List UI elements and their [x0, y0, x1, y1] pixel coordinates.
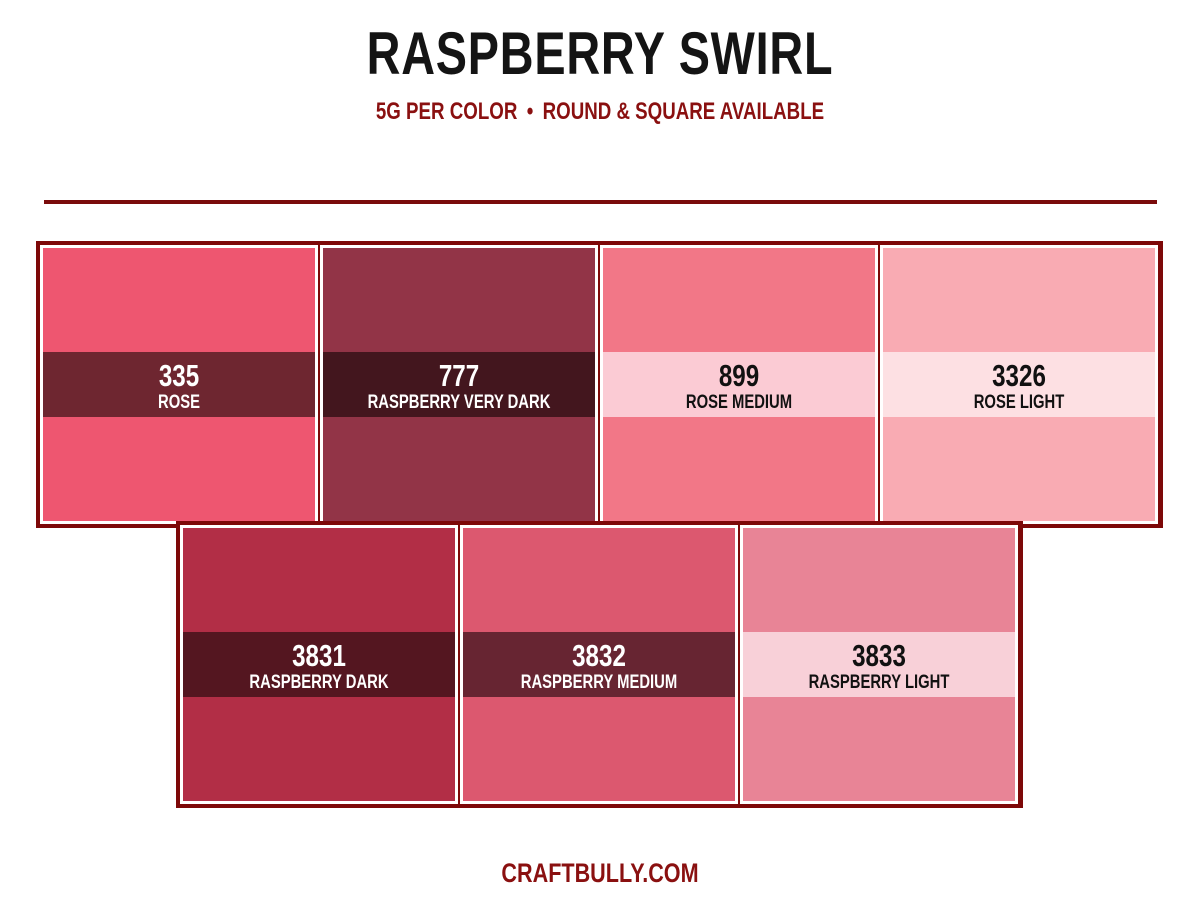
header-divider: [44, 200, 1157, 204]
swatch-code: 3833: [852, 638, 906, 673]
swatch-label-band: 899 ROSE MEDIUM: [603, 352, 875, 417]
swatch-name: RASPBERRY LIGHT: [808, 672, 950, 693]
swatch-label-band: 3326 ROSE LIGHT: [883, 352, 1155, 417]
page-subtitle: 5G PER COLOR • ROUND & SQUARE AVAILABLE: [132, 96, 1068, 128]
swatch-name: RASPBERRY DARK: [249, 672, 389, 693]
swatch-row-top: 335 ROSE 777 RASPBERRY VERY DARK 899 ROS…: [36, 241, 1163, 528]
swatch-3831: 3831 RASPBERRY DARK: [180, 525, 458, 804]
swatch-color: 335 ROSE: [43, 248, 315, 521]
swatch-label-band: 3831 RASPBERRY DARK: [183, 632, 455, 697]
swatch-3832: 3832 RASPBERRY MEDIUM: [460, 525, 738, 804]
swatch-label-band: 3832 RASPBERRY MEDIUM: [463, 632, 735, 697]
swatch-code: 3831: [292, 638, 346, 673]
swatch-label-band: 777 RASPBERRY VERY DARK: [323, 352, 595, 417]
subtitle-separator: •: [526, 98, 534, 125]
swatch-code: 899: [718, 358, 760, 393]
swatch-color: 777 RASPBERRY VERY DARK: [323, 248, 595, 521]
swatch-name: ROSE LIGHT: [973, 392, 1065, 413]
swatch-code: 777: [438, 358, 480, 393]
swatch-name: RASPBERRY MEDIUM: [520, 672, 678, 693]
swatch-code: 335: [158, 358, 200, 393]
swatch-color: 3326 ROSE LIGHT: [883, 248, 1155, 521]
swatch-335: 335 ROSE: [40, 245, 318, 524]
swatch-label-band: 3833 RASPBERRY LIGHT: [743, 632, 1015, 697]
swatch-color: 899 ROSE MEDIUM: [603, 248, 875, 521]
footer-site-link[interactable]: CRAFTBULLY.COM: [501, 858, 699, 888]
swatch-777: 777 RASPBERRY VERY DARK: [320, 245, 598, 524]
swatch-name: ROSE MEDIUM: [685, 392, 793, 413]
swatch-color: 3833 RASPBERRY LIGHT: [743, 528, 1015, 801]
swatch-code: 3832: [572, 638, 626, 673]
swatch-color: 3832 RASPBERRY MEDIUM: [463, 528, 735, 801]
swatch-name: ROSE: [157, 392, 200, 413]
page-title: RASPBERRY SWIRL: [366, 20, 834, 87]
swatch-label-band: 335 ROSE: [43, 352, 315, 417]
swatch-row-bottom: 3831 RASPBERRY DARK 3832 RASPBERRY MEDIU…: [176, 521, 1023, 808]
swatch-3833: 3833 RASPBERRY LIGHT: [740, 525, 1018, 804]
swatch-color: 3831 RASPBERRY DARK: [183, 528, 455, 801]
subtitle-weight: 5G PER COLOR: [375, 98, 518, 125]
swatch-899: 899 ROSE MEDIUM: [600, 245, 878, 524]
swatch-3326: 3326 ROSE LIGHT: [880, 245, 1158, 524]
swatch-name: RASPBERRY VERY DARK: [367, 392, 551, 413]
swatch-code: 3326: [992, 358, 1046, 393]
subtitle-availability: ROUND & SQUARE AVAILABLE: [542, 98, 825, 125]
